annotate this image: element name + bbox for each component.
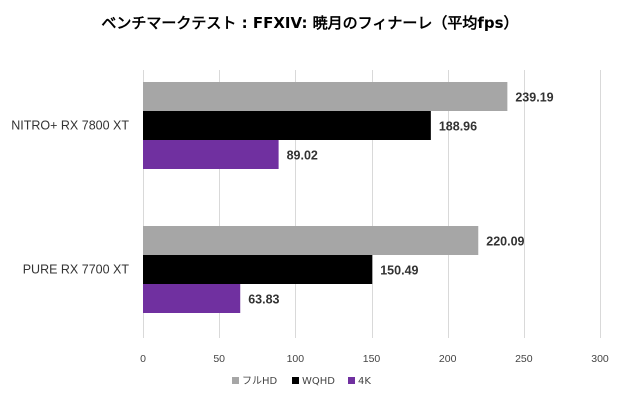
data-label: 220.09 [486,235,524,249]
legend: フルHD WQHD 4K [232,376,371,387]
legend-swatch [232,377,239,384]
x-tick-label: 100 [287,353,305,365]
data-label: 239.19 [515,91,553,105]
x-tick-label: 300 [591,353,609,365]
bar [143,255,373,284]
data-label: 89.02 [287,149,318,163]
x-axis-ticks: 0 50 100 150 200 250 300 [140,353,609,365]
legend-label: フルHD [242,376,278,387]
bar [143,284,241,313]
x-tick-label: 0 [140,353,146,365]
legend-swatch [348,377,355,384]
chart-title: ベンチマークテスト : FFXIV: 暁月のフィナーレ（平均fps） [101,14,518,32]
bar [143,140,279,169]
bars [143,82,508,313]
legend-label: WQHD [302,376,335,387]
data-label: 188.96 [439,120,477,134]
bar [143,226,479,255]
bar [143,111,431,140]
data-labels: 239.19 188.96 89.02 220.09 150.49 63.83 [248,91,553,307]
x-tick-label: 250 [515,353,533,365]
data-label: 150.49 [380,264,418,278]
bar [143,82,508,111]
category-label: PURE RX 7700 XT [23,263,130,277]
x-tick-label: 200 [439,353,457,365]
category-labels: NITRO+ RX 7800 XT PURE RX 7700 XT [11,119,129,277]
x-tick-label: 50 [213,353,225,365]
category-label: NITRO+ RX 7800 XT [11,119,129,133]
data-label: 63.83 [248,293,279,307]
legend-swatch [292,377,299,384]
x-tick-label: 150 [363,353,381,365]
legend-label: 4K [358,376,371,387]
